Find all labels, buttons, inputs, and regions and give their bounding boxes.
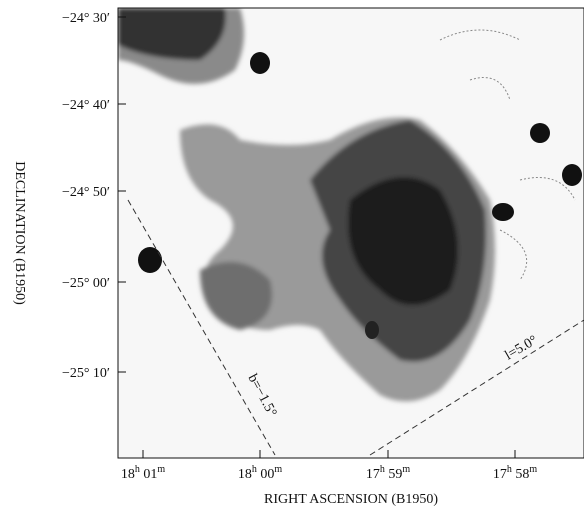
x-ticks: 18h 01m 18h 00m 17h 59m 17h 58m (121, 464, 538, 482)
y-tick-label: −24° 40′ (62, 98, 110, 113)
x-tick-label: 17h 58m (493, 464, 538, 482)
figure: −24° 30′ −24° 40′ −24° 50′ −25° 00′ −25°… (0, 0, 584, 511)
y-tick-label: −25° 10′ (62, 366, 110, 381)
y-tick-label: −24° 50′ (62, 185, 110, 200)
map (118, 8, 584, 458)
x-axis-label: RIGHT ASCENSION (B1950) (264, 492, 438, 507)
y-ticks: −24° 30′ −24° 40′ −24° 50′ −25° 00′ −25°… (62, 11, 110, 381)
y-axis-label: DECLINATION (B1950) (12, 161, 27, 305)
y-tick-label: −25° 00′ (62, 276, 110, 291)
x-tick-label: 18h 01m (121, 464, 166, 482)
y-tick-label: −24° 30′ (62, 11, 110, 26)
x-tick-label: 18h 00m (238, 464, 283, 482)
x-tick-label: 17h 59m (366, 464, 411, 482)
